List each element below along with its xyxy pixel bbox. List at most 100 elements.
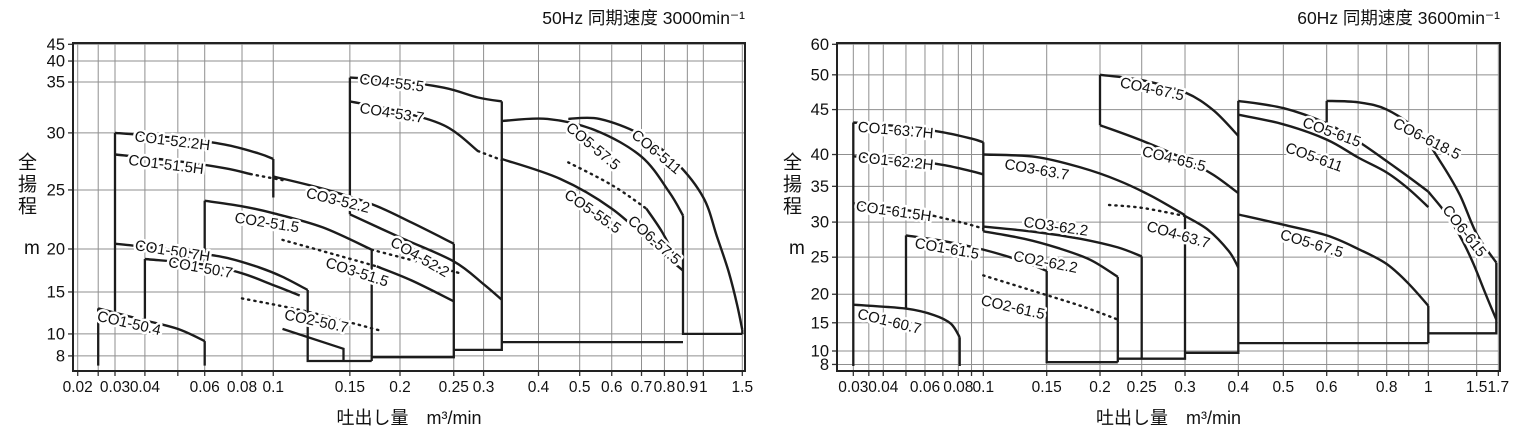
pump-curve-CO6-615: [1427, 190, 1498, 320]
pump-curve-CO1-61.5: [905, 234, 1048, 273]
pump-curve-CO6-618.5: [1326, 99, 1498, 264]
pump-curve-CO5-611: [1238, 113, 1430, 208]
pump-curve-CO5-57.5: [501, 117, 685, 217]
pump-curve-CO2-50.7: [240, 297, 383, 333]
range-boundary: [306, 290, 372, 363]
pump-curve-CO3-62.2: [983, 225, 1143, 258]
curve-label-CO4-53.7: CO4-53.7: [358, 100, 425, 127]
x-tick-label: 0.7: [631, 379, 653, 396]
pump-curve-CO3-63.7: [983, 153, 1186, 217]
pump-curve-CO3-52.2: [273, 175, 455, 245]
chart-60hz-title: 60Hz 同期速度 3600min⁻¹: [1297, 8, 1500, 28]
x-tick-label: 0.6: [601, 379, 623, 396]
x-tick-label: 0.9: [677, 379, 699, 396]
y-tick-label: 30: [811, 214, 829, 232]
x-tick-label: 0.04: [868, 379, 899, 396]
x-tick-label: 1.7: [1488, 379, 1510, 396]
right-y-axis-label: 全揚程: [780, 152, 801, 218]
curve-label-CO4-67.5: CO4-67.5: [1118, 74, 1185, 104]
x-tick-label: 0.5: [569, 379, 591, 396]
range-boundary: [1045, 271, 1118, 364]
curve-label-CO6-615: CO6-615: [1439, 202, 1490, 260]
pump-curve-CO4-63.7: [1184, 214, 1240, 269]
x-tick-label: 0.06: [190, 379, 220, 396]
y-tick-label: 25: [47, 181, 65, 199]
range-boundary: [371, 243, 455, 359]
y-tick-label: 15: [811, 314, 829, 332]
pump-curve-CO5-615: [1238, 99, 1430, 193]
pump-curve-CO1-61.5H: [853, 202, 935, 218]
pump-curve-CO3-51.5: [281, 238, 378, 268]
pump-curve-CO4-53.7: [349, 100, 479, 153]
x-tick-label: 0.25: [439, 379, 469, 396]
pump-curve-CO1-61.5H: [933, 214, 985, 230]
pump-curve-CO1-62.2H: [853, 155, 984, 176]
x-tick-label: 0.02: [63, 379, 93, 396]
x-tick-label: 0.2: [389, 379, 411, 396]
curve-label-CO2-51.5: CO2-51.5: [233, 209, 300, 236]
pump-curve-CO1-50.4: [97, 307, 206, 343]
pump-curve-CO1-60.7: [853, 303, 961, 338]
range-boundary: [1185, 100, 1240, 354]
pump-curve-CO4-65.5: [1099, 124, 1240, 195]
y-tick-label: 8: [820, 356, 829, 374]
x-tick-label: 0.8: [1376, 379, 1398, 396]
y-tick-label: 45: [47, 36, 65, 54]
x-tick-label: 0.15: [335, 379, 365, 396]
pump-curve-CO4-55.5: [349, 76, 502, 103]
y-tick-label: 15: [47, 283, 65, 301]
pump-chart-60hz: CO1-63.7HCO1-62.2HCO1-61.5HCO1-61.5CO1-6…: [811, 36, 1509, 396]
x-tick-label: 0.1: [973, 379, 995, 396]
y-tick-label: 8: [56, 347, 65, 365]
x-tick-label: 0.1: [262, 379, 284, 396]
pump-curve-CO2-51.5: [204, 199, 373, 251]
pump-curve-CO3-51.5: [376, 265, 455, 303]
x-tick-label: 1.5: [732, 379, 754, 396]
pump-curve-CO5-67.5: [1238, 213, 1430, 307]
y-tick-label: 45: [811, 101, 829, 119]
pump-curve-CO1-63.7H: [853, 121, 984, 144]
x-tick-label: 0.2: [1089, 379, 1111, 396]
y-tick-label: 40: [811, 146, 829, 164]
curve-label-CO1-51.5H: CO1-51.5H: [127, 152, 204, 178]
x-tick-label: 0.08: [943, 379, 973, 396]
pump-curve-CO5-55.5: [501, 157, 684, 272]
pump-curve-CO6-57.5: [645, 207, 680, 264]
curve-label-CO1-61.5H: CO1-61.5H: [855, 198, 933, 225]
left-y-axis-label: 全揚程: [15, 152, 36, 218]
pump-curve-CO1-50.7: [144, 257, 301, 297]
y-tick-label: 20: [47, 240, 65, 258]
range-boundary: [1117, 215, 1187, 360]
chart-50hz-title: 50Hz 同期速度 3000min⁻¹: [542, 8, 745, 28]
curve-label-CO3-63.7: CO3-63.7: [1003, 156, 1070, 184]
left-x-axis-label: 吐出し量 m³/min: [336, 408, 482, 428]
plot-border: [72, 42, 746, 372]
y-tick-label: 10: [811, 342, 829, 360]
x-tick-label: 0.8: [654, 379, 676, 396]
pump-curve-CO1-52.2H: [114, 131, 274, 161]
x-tick-label: 0.08: [227, 379, 257, 396]
curve-label-CO2-61.5: CO2-61.5: [979, 292, 1046, 323]
range-boundary: [282, 327, 345, 361]
pump-curve-CO6-511: [568, 116, 744, 331]
x-tick-label: 1.5: [1466, 379, 1488, 396]
pump-curve-CO2-61.5: [982, 274, 1119, 321]
x-tick-label: 0.03: [100, 379, 130, 396]
x-tick-label: 0.3: [473, 379, 495, 396]
x-tick-label: 0.03: [838, 379, 868, 396]
y-tick-label: 40: [47, 53, 65, 71]
curve-label-CO6-618.5: CO6-618.5: [1390, 115, 1463, 163]
x-tick-label: 1: [1424, 379, 1433, 396]
curve-label-CO1-61.5: CO1-61.5: [913, 235, 980, 263]
right-x-axis-label: 吐出し量 m³/min: [1096, 408, 1241, 428]
range-boundary: [1428, 262, 1498, 335]
y-tick-label: 35: [47, 74, 65, 92]
x-tick-label: 0.6: [1316, 379, 1338, 396]
pump-curve-CO1-51.5H: [249, 172, 284, 182]
y-tick-label: 30: [47, 124, 65, 142]
y-tick-label: 25: [811, 249, 829, 267]
x-tick-label: 0.15: [1032, 379, 1062, 396]
curve-label-CO5-57.5: CO5-57.5: [562, 119, 623, 174]
